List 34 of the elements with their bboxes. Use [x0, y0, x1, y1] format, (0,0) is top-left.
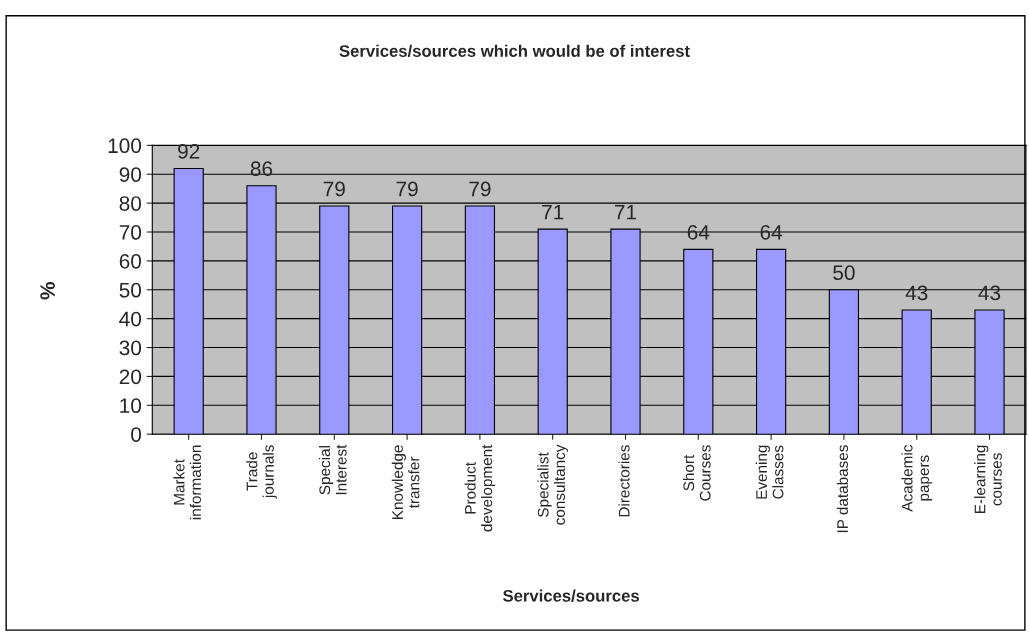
x-tick-label: Directories: [618, 445, 630, 517]
data-label: 86: [250, 161, 273, 177]
y-tick-label: 50: [119, 282, 142, 298]
x-tick-label: E-learning courses: [974, 445, 1002, 513]
x-tick-label: IP databases: [836, 445, 849, 533]
data-label: 92: [178, 144, 200, 159]
chart-title: Services/sources which would be of interest: [339, 44, 690, 58]
data-label: 50: [833, 265, 855, 281]
y-tick-label: 70: [119, 225, 142, 240]
x-tick-label: Evening Classes: [755, 445, 784, 499]
x-tick-label: Market information: [173, 445, 202, 520]
data-label: 79: [323, 181, 345, 197]
data-label: 79: [469, 181, 491, 197]
x-tick-label: Trade journals: [246, 445, 277, 499]
y-tick-label: 10: [120, 398, 142, 414]
y-axis-title: %: [40, 282, 55, 300]
x-tick-label: Product development: [464, 444, 496, 532]
y-tick-label: 0: [131, 427, 142, 442]
y-tick-label: 20: [119, 369, 142, 385]
y-tick-label: 60: [119, 253, 142, 269]
x-tick-label: Knowledge transfer: [391, 445, 420, 519]
y-tick-label: 30: [119, 340, 142, 356]
data-label: 79: [396, 181, 418, 197]
y-tick-label: 90: [119, 167, 142, 182]
data-label: 71: [614, 204, 637, 220]
y-tick-label: 40: [119, 311, 142, 327]
x-tick-label: Short Courses: [682, 445, 711, 501]
y-tick-label: 100: [108, 138, 142, 154]
x-tick-label: Specialist consultancy: [537, 444, 569, 525]
y-tick-label: 80: [119, 196, 142, 211]
x-tick-label: Academic papers: [901, 445, 933, 512]
x-tick-label: Special Interest: [318, 444, 347, 495]
x-axis-title: Services/sources: [503, 589, 639, 602]
data-label: 71: [542, 204, 564, 220]
